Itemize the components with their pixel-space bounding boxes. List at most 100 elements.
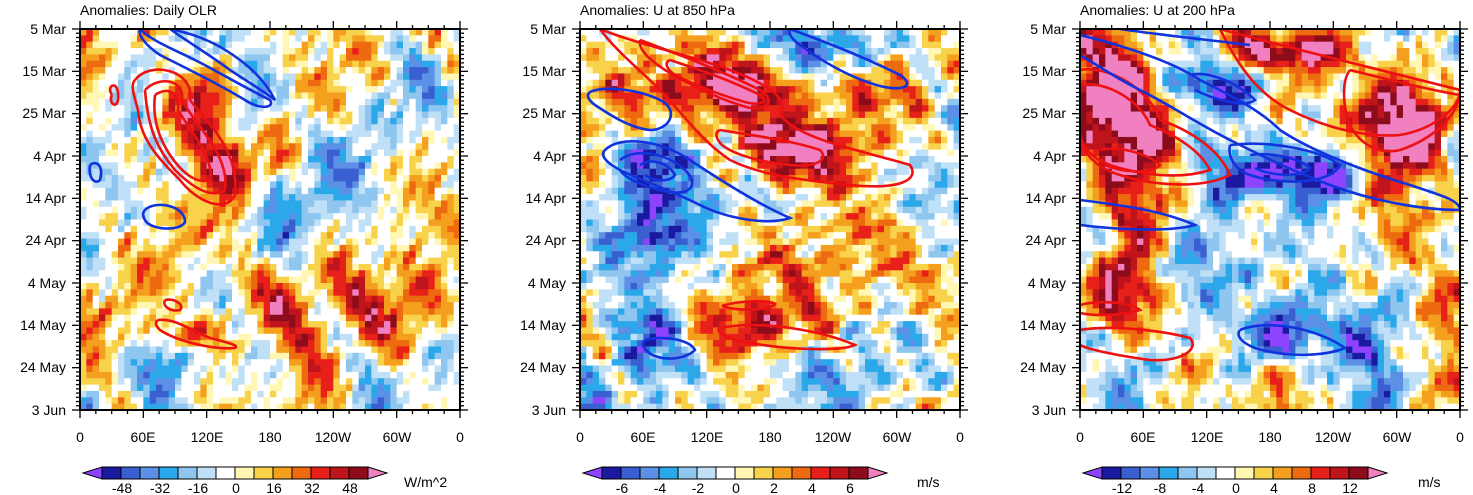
- heatmap-cell: [890, 98, 898, 106]
- heatmap-cell: [409, 314, 417, 322]
- heatmap-cell: [295, 257, 303, 265]
- heatmap-cell: [111, 29, 119, 36]
- heatmap-cell: [814, 105, 822, 113]
- heatmap-cell: [314, 333, 322, 341]
- heatmap-cell: [187, 295, 195, 303]
- heatmap-cell: [213, 219, 220, 227]
- heatmap-cell: [143, 333, 151, 341]
- heatmap-cell: [719, 98, 727, 106]
- heatmap-cell: [149, 156, 157, 163]
- contour-positive: [154, 318, 238, 350]
- heatmap-cell: [580, 29, 587, 36]
- heatmap-cell: [295, 124, 303, 132]
- heatmap-cell: [327, 327, 334, 335]
- heatmap-cell: [352, 333, 360, 341]
- heatmap-cell: [124, 60, 132, 68]
- heatmap-cell: [409, 384, 417, 392]
- heatmap-cell: [327, 219, 334, 227]
- heatmap-cell: [599, 92, 606, 100]
- heatmap-cell: [403, 60, 410, 68]
- heatmap-cell: [352, 219, 360, 227]
- heatmap-cell: [289, 181, 296, 189]
- heatmap-cell: [137, 232, 144, 240]
- heatmap-cell: [352, 98, 360, 106]
- heatmap-cell: [194, 263, 201, 271]
- y-tick-label: 25 Mar: [22, 105, 66, 121]
- heatmap-cell: [320, 187, 328, 195]
- heatmap-cell: [327, 232, 334, 240]
- heatmap-cell: [422, 213, 429, 221]
- heatmap-cell: [371, 111, 379, 119]
- heatmap-cell: [282, 98, 290, 106]
- heatmap-cell: [915, 86, 923, 94]
- heatmap-cell: [415, 378, 423, 386]
- heatmap-cell: [282, 168, 290, 176]
- heatmap-cell: [111, 130, 119, 138]
- heatmap-cell: [137, 194, 144, 202]
- heatmap-cell: [447, 397, 455, 405]
- heatmap-cell: [865, 54, 872, 62]
- heatmap-cell: [346, 397, 353, 405]
- heatmap-cell: [358, 86, 366, 94]
- heatmap-cell: [422, 136, 429, 144]
- heatmap-cell: [308, 86, 315, 94]
- heatmap-cell: [852, 92, 860, 100]
- heatmap-cell: [396, 365, 404, 373]
- heatmap-cell: [143, 143, 151, 151]
- heatmap-cell: [428, 314, 436, 322]
- heatmap-cell: [422, 60, 429, 68]
- heatmap-cell: [143, 48, 151, 55]
- heatmap-cell: [434, 302, 442, 309]
- heatmap-cell: [105, 289, 113, 297]
- heatmap-cell: [409, 371, 417, 379]
- heatmap-cell: [289, 251, 296, 259]
- heatmap-cell: [801, 105, 809, 113]
- heatmap-cell: [352, 200, 360, 208]
- heatmap-cell: [415, 29, 423, 36]
- heatmap-cell: [706, 67, 714, 75]
- heatmap-cell: [238, 98, 246, 106]
- heatmap-cell: [694, 35, 701, 43]
- heatmap-cell: [333, 175, 341, 182]
- heatmap-cell: [270, 168, 277, 176]
- heatmap-cell: [105, 378, 113, 386]
- heatmap-cell: [130, 206, 138, 214]
- heatmap-cell: [339, 257, 347, 265]
- heatmap-cell: [605, 79, 613, 87]
- heatmap-cell: [168, 289, 176, 297]
- heatmap-cell: [909, 60, 917, 68]
- heatmap-cell: [953, 136, 960, 144]
- heatmap-cell: [194, 86, 201, 94]
- heatmap-cell: [308, 314, 315, 322]
- heatmap-cell: [200, 346, 208, 354]
- heatmap-cell: [396, 200, 404, 208]
- heatmap-cell: [428, 359, 436, 367]
- heatmap-cell: [384, 136, 391, 144]
- heatmap-cell: [422, 79, 429, 87]
- heatmap-cell: [327, 194, 334, 202]
- heatmap-cell: [168, 238, 176, 246]
- heatmap-cell: [124, 92, 132, 100]
- heatmap-cell: [118, 67, 125, 75]
- heatmap-cell: [162, 308, 170, 316]
- heatmap-cell: [219, 175, 227, 182]
- heatmap-cell: [896, 111, 904, 119]
- heatmap-cell: [618, 60, 625, 68]
- heatmap-cell: [320, 257, 328, 265]
- heatmap-cell: [206, 390, 214, 398]
- heatmap-cell: [827, 35, 834, 43]
- heatmap-cell: [934, 67, 942, 75]
- heatmap-cell: [447, 359, 455, 367]
- heatmap-cell: [890, 73, 898, 81]
- heatmap-cell: [257, 48, 265, 55]
- heatmap-cell: [605, 98, 613, 106]
- heatmap-cell: [327, 333, 334, 341]
- heatmap-cell: [903, 117, 910, 125]
- heatmap-cell: [415, 98, 423, 106]
- heatmap-cell: [428, 67, 436, 75]
- heatmap-cell: [282, 200, 290, 208]
- heatmap-cell: [434, 29, 442, 36]
- heatmap-cell: [295, 238, 303, 246]
- heatmap-cell: [390, 156, 398, 163]
- heatmap-cell: [206, 206, 214, 214]
